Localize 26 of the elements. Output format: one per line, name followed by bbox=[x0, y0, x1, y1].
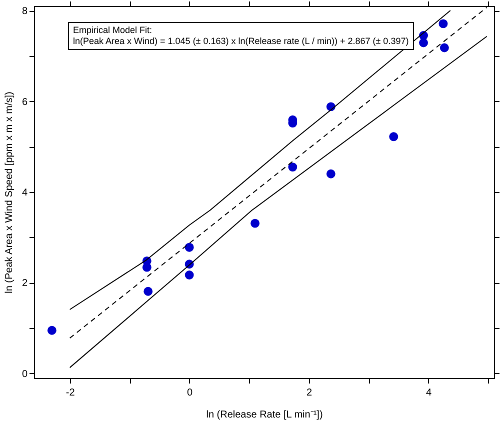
point bbox=[184, 270, 194, 280]
point bbox=[389, 132, 398, 142]
y-tick-label: 2 bbox=[22, 278, 28, 290]
y-tick-label: 4 bbox=[22, 188, 28, 198]
point bbox=[288, 162, 298, 172]
line-series bbox=[69, 36, 488, 368]
point bbox=[47, 326, 56, 335]
y-tick-label: 0 bbox=[22, 368, 28, 380]
y-tick-label: 8 bbox=[22, 6, 28, 18]
point bbox=[326, 169, 336, 178]
y-axis-title: ln (Peak Area x Wind Speed [ppm x m x m/s]) bbox=[4, 92, 15, 294]
point bbox=[144, 286, 153, 296]
point bbox=[184, 242, 194, 252]
y-tick-label: 6 bbox=[22, 96, 28, 108]
x-tick-label: 2 bbox=[306, 388, 313, 398]
x-axis-title: ln (Release Rate [L min⁻¹]) bbox=[206, 410, 323, 420]
annotation: Empirical Model Fit: bbox=[73, 25, 154, 36]
point bbox=[438, 19, 448, 28]
point bbox=[419, 38, 428, 48]
x-tick-label: 4 bbox=[426, 388, 432, 398]
point bbox=[250, 218, 260, 228]
point bbox=[440, 43, 449, 52]
x-tick-label: -2 bbox=[66, 388, 76, 398]
x-tick-label: 0 bbox=[187, 388, 194, 398]
line-series bbox=[69, 10, 451, 310]
annotation: ln(Peak Area x Wind) = 1.045 (± 0.163) x ln(Release rate (L / min)) + 2.867 (± 0.397) bbox=[73, 36, 409, 47]
